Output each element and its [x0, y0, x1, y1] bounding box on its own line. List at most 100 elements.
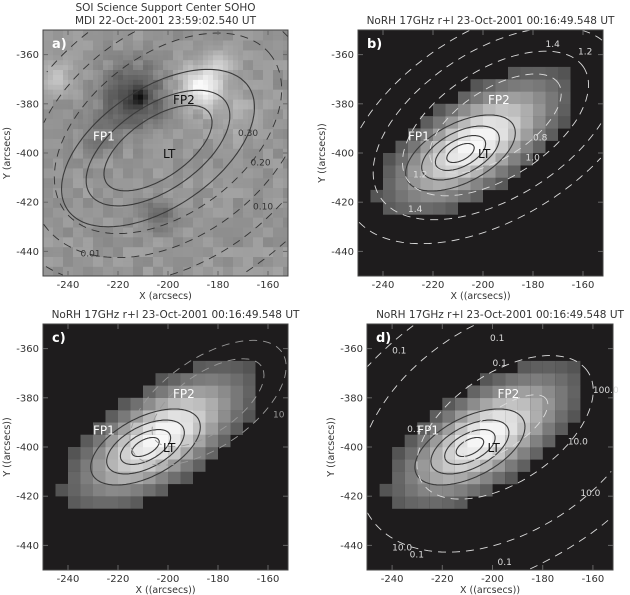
- image-pixel: [228, 138, 234, 144]
- image-pixel: [470, 79, 483, 92]
- image-pixel: [108, 103, 114, 110]
- image-pixel: [163, 202, 169, 208]
- image-pixel: [243, 30, 249, 36]
- image-pixel: [213, 138, 219, 144]
- image-pixel: [63, 34, 69, 41]
- image-pixel: [203, 79, 209, 85]
- image-pixel: [93, 133, 99, 139]
- image-pixel: [78, 177, 84, 184]
- image-pixel: [53, 256, 59, 262]
- image-pixel: [153, 162, 159, 169]
- image-pixel: [158, 236, 164, 243]
- image-pixel: [53, 202, 59, 208]
- image-pixel: [138, 98, 144, 105]
- image-pixel: [193, 157, 199, 164]
- image-pixel: [98, 153, 104, 159]
- image-pixel: [198, 98, 204, 105]
- image-pixel: [168, 236, 174, 243]
- image-pixel: [53, 69, 59, 75]
- image-pixel: [283, 34, 288, 41]
- image-pixel: [492, 459, 506, 472]
- image-pixel: [253, 157, 259, 164]
- image-pixel: [283, 162, 288, 169]
- image-pixel: [93, 177, 99, 184]
- image-pixel: [83, 54, 89, 61]
- image-pixel: [143, 266, 149, 272]
- image-pixel: [278, 207, 284, 213]
- image-pixel: [118, 236, 124, 243]
- image-pixel: [263, 197, 269, 203]
- image-pixel: [163, 143, 169, 149]
- image-pixel: [193, 231, 199, 238]
- image-pixel: [148, 172, 154, 179]
- image-pixel: [68, 192, 74, 198]
- image-pixel: [213, 172, 219, 179]
- image-pixel: [113, 118, 119, 125]
- image-pixel: [133, 44, 139, 51]
- image-pixel: [78, 187, 84, 193]
- image-pixel: [203, 256, 209, 262]
- image-pixel: [138, 202, 144, 208]
- image-pixel: [258, 118, 264, 125]
- image-pixel: [78, 251, 84, 257]
- image-pixel: [233, 49, 239, 56]
- image-pixel: [63, 103, 69, 110]
- image-pixel: [68, 84, 74, 90]
- image-pixel: [103, 69, 109, 75]
- image-pixel: [263, 118, 269, 125]
- image-pixel: [218, 212, 224, 218]
- image-pixel: [555, 373, 568, 386]
- image-pixel: [268, 30, 274, 36]
- image-pixel: [243, 118, 249, 125]
- image-pixel: [88, 94, 94, 100]
- contour-label: 0.1: [392, 347, 406, 357]
- image-pixel: [243, 246, 249, 253]
- image-pixel: [198, 182, 204, 189]
- image-pixel: [383, 177, 396, 191]
- image-pixel: [208, 231, 214, 238]
- image-pixel: [98, 192, 104, 198]
- image-pixel: [188, 84, 194, 90]
- image-pixel: [223, 113, 229, 120]
- image-pixel: [178, 98, 184, 105]
- image-pixel: [158, 162, 164, 169]
- image-pixel: [98, 256, 104, 262]
- image-pixel: [48, 271, 54, 276]
- image-pixel: [223, 69, 229, 75]
- image-pixel: [108, 69, 114, 75]
- image-pixel: [173, 167, 179, 174]
- image-pixel: [118, 496, 131, 509]
- image-pixel: [68, 241, 74, 248]
- image-pixel: [263, 221, 269, 228]
- image-pixel: [183, 54, 189, 61]
- image-pixel: [153, 108, 159, 115]
- x-tick-label: -220: [107, 280, 130, 291]
- image-pixel: [278, 108, 284, 115]
- image-pixel: [123, 192, 129, 198]
- image-pixel: [173, 148, 179, 154]
- dashed-contour: [43, 31, 289, 259]
- image-pixel: [193, 385, 206, 398]
- image-pixel: [213, 217, 219, 223]
- image-pixel: [238, 133, 244, 139]
- image-pixel: [243, 226, 249, 233]
- image-pixel: [483, 128, 496, 141]
- image-pixel: [93, 422, 106, 435]
- image-pixel: [48, 79, 54, 85]
- annotation-lt: LT: [487, 441, 500, 455]
- image-pixel: [163, 138, 169, 144]
- image-pixel: [253, 177, 259, 184]
- image-pixel: [118, 212, 124, 218]
- image-pixel: [78, 74, 84, 80]
- image-pixel: [283, 113, 288, 120]
- image-pixel: [83, 241, 89, 248]
- image-pixel: [533, 116, 546, 129]
- image-pixel: [193, 373, 206, 386]
- image-pixel: [208, 167, 214, 174]
- image-pixel: [153, 89, 159, 95]
- image-pixel: [73, 217, 79, 223]
- image-pixel: [53, 221, 59, 228]
- image-pixel: [153, 187, 159, 193]
- image-pixel: [183, 212, 189, 218]
- image-pixel: [520, 116, 533, 129]
